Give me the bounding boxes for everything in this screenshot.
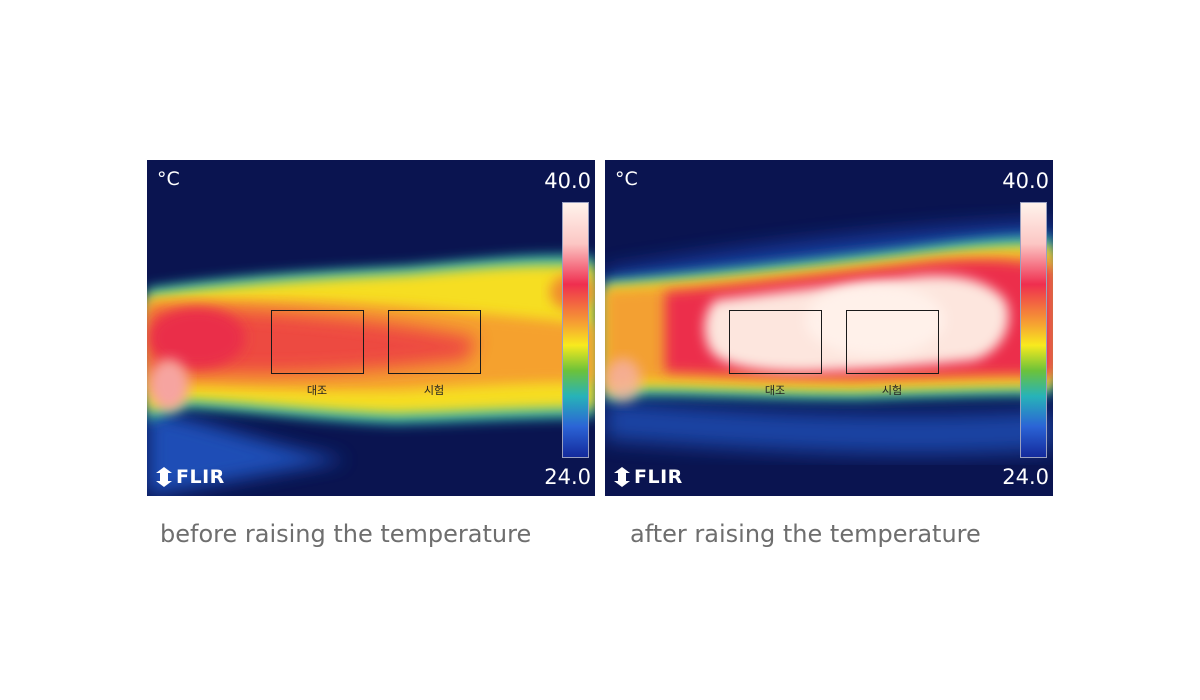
thermal-heatmap-before	[147, 160, 595, 496]
roi-control-label: 대조	[306, 384, 328, 397]
caption-before: before raising the temperature	[160, 520, 532, 548]
flir-logo-icon	[614, 467, 630, 487]
scale-max-label: 40.0	[1002, 169, 1049, 193]
thermal-image-before: °C 40.0 24.0 대조 시험 FLIR	[147, 160, 595, 496]
roi-control-label: 대조	[764, 384, 786, 397]
scale-max-label: 40.0	[544, 169, 591, 193]
temperature-scale-bar	[1020, 202, 1047, 458]
unit-label: °C	[157, 168, 180, 190]
flir-logo-text: FLIR	[176, 466, 225, 488]
roi-test-label: 시험	[881, 384, 903, 397]
caption-after: after raising the temperature	[630, 520, 981, 548]
roi-test-label: 시험	[423, 384, 445, 397]
flir-logo: FLIR	[613, 466, 683, 488]
roi-test-box	[846, 310, 939, 374]
roi-test-box	[388, 310, 481, 374]
scale-min-label: 24.0	[1002, 465, 1049, 489]
thermal-heatmap-after	[605, 160, 1053, 496]
scale-min-label: 24.0	[544, 465, 591, 489]
flir-logo-icon	[156, 467, 172, 487]
thermal-image-after: °C 40.0 24.0 대조 시험 FLIR	[605, 160, 1053, 496]
roi-control-box	[729, 310, 822, 374]
roi-control-box	[271, 310, 364, 374]
temperature-scale-bar	[562, 202, 589, 458]
flir-logo: FLIR	[155, 466, 225, 488]
flir-logo-text: FLIR	[634, 466, 683, 488]
unit-label: °C	[615, 168, 638, 190]
